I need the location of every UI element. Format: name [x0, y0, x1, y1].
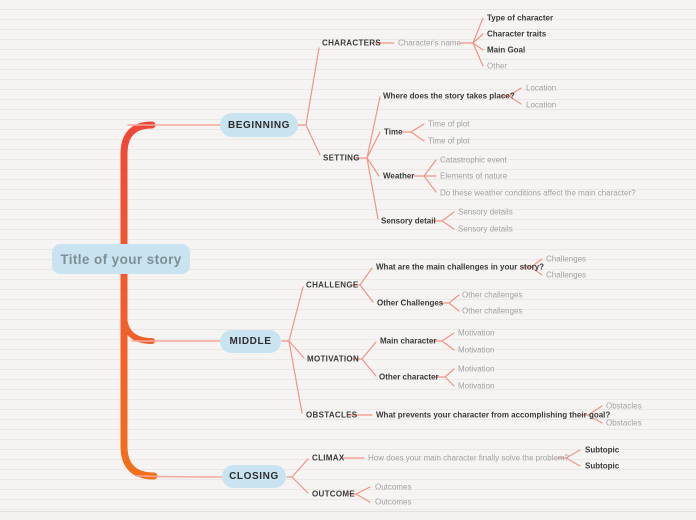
branch-node-middle[interactable]: MIDDLE	[220, 330, 281, 353]
leaf-other[interactable]: Other	[487, 61, 508, 71]
leaf-challenges-2[interactable]: Challenges	[546, 270, 587, 280]
leaf-other-challenges-1[interactable]: Other challenges	[462, 290, 523, 300]
leaf-motivation-main-2[interactable]: Motivation	[458, 345, 495, 355]
leaf-outcomes-2[interactable]: Outcomes	[375, 497, 412, 507]
node-challenge[interactable]: CHALLENGE	[306, 280, 359, 290]
node-climax-question[interactable]: How does your main character finally sol…	[368, 453, 569, 463]
trunk-branch-middle	[121, 311, 155, 344]
leaf-sensory-details-1[interactable]: Sensory details	[458, 207, 513, 217]
leaf-type-of-character[interactable]: Type of character	[487, 13, 554, 23]
leaf-motivation-main-1[interactable]: Motivation	[458, 328, 495, 338]
leaf-main-goal[interactable]: Main Goal	[487, 45, 526, 55]
leaf-obstacles-2[interactable]: Obstacles	[606, 418, 642, 428]
node-motivation[interactable]: MOTIVATION	[307, 354, 360, 364]
node-main-character[interactable]: Main character	[380, 336, 437, 346]
leaf-challenges-1[interactable]: Challenges	[546, 254, 587, 264]
node-main-challenges-question[interactable]: What are the main challenges in your sto…	[376, 262, 545, 272]
node-characters-name[interactable]: Character's name	[398, 38, 461, 48]
leaf-location-1[interactable]: Location	[526, 83, 557, 93]
node-weather[interactable]: Weather	[383, 171, 415, 181]
branch-connectors	[281, 17, 603, 503]
leaf-motivation-other-1[interactable]: Motivation	[458, 364, 495, 374]
canvas-bottom-edge	[0, 511, 696, 520]
node-characters[interactable]: CHARACTERS	[322, 38, 381, 48]
root-node-title[interactable]: Title of your story	[52, 244, 190, 274]
leaf-sensory-details-2[interactable]: Sensory details	[458, 224, 513, 234]
node-climax[interactable]: CLIMAX	[312, 453, 345, 463]
node-obstacles-question[interactable]: What prevents your character from accomp…	[376, 410, 611, 420]
node-sensory-detail[interactable]: Sensory detail	[381, 216, 436, 226]
branch-node-closing[interactable]: CLOSING	[222, 465, 286, 488]
leaf-outcomes-1[interactable]: Outcomes	[375, 482, 412, 492]
leaf-motivation-other-2[interactable]: Motivation	[458, 381, 495, 391]
leaf-obstacles-1[interactable]: Obstacles	[606, 401, 642, 411]
node-outcome[interactable]: OUTCOME	[312, 489, 355, 499]
trunk-curve	[120, 121, 158, 480]
leaf-other-challenges-2[interactable]: Other challenges	[462, 306, 523, 316]
leaf-catastrophic-event[interactable]: Catastrophic event	[440, 155, 507, 165]
node-other-challenges[interactable]: Other Challenges	[377, 298, 444, 308]
leaf-weather-conditions-question[interactable]: Do these weather conditions affect the m…	[440, 188, 636, 198]
node-time[interactable]: Time	[384, 127, 403, 137]
node-setting[interactable]: SETTING	[323, 153, 360, 163]
leaf-location-2[interactable]: Location	[526, 100, 557, 110]
node-other-character[interactable]: Other character	[379, 372, 439, 382]
node-obstacles[interactable]: OBSTACLES	[306, 410, 358, 420]
leaf-elements-of-nature[interactable]: Elements of nature	[440, 171, 508, 181]
leaf-character-traits[interactable]: Character traits	[487, 29, 547, 39]
branch-node-beginning[interactable]: BEGINNING	[220, 113, 298, 137]
leaf-time-of-plot-2[interactable]: Time of plot	[428, 136, 470, 146]
node-where-question[interactable]: Where does the story takes place?	[383, 91, 515, 101]
leaf-subtopic-2[interactable]: Subtopic	[585, 461, 620, 471]
trunk-to-pill-links	[127, 124, 223, 478]
leaf-time-of-plot-1[interactable]: Time of plot	[428, 119, 470, 129]
leaf-subtopic-1[interactable]: Subtopic	[585, 445, 620, 455]
